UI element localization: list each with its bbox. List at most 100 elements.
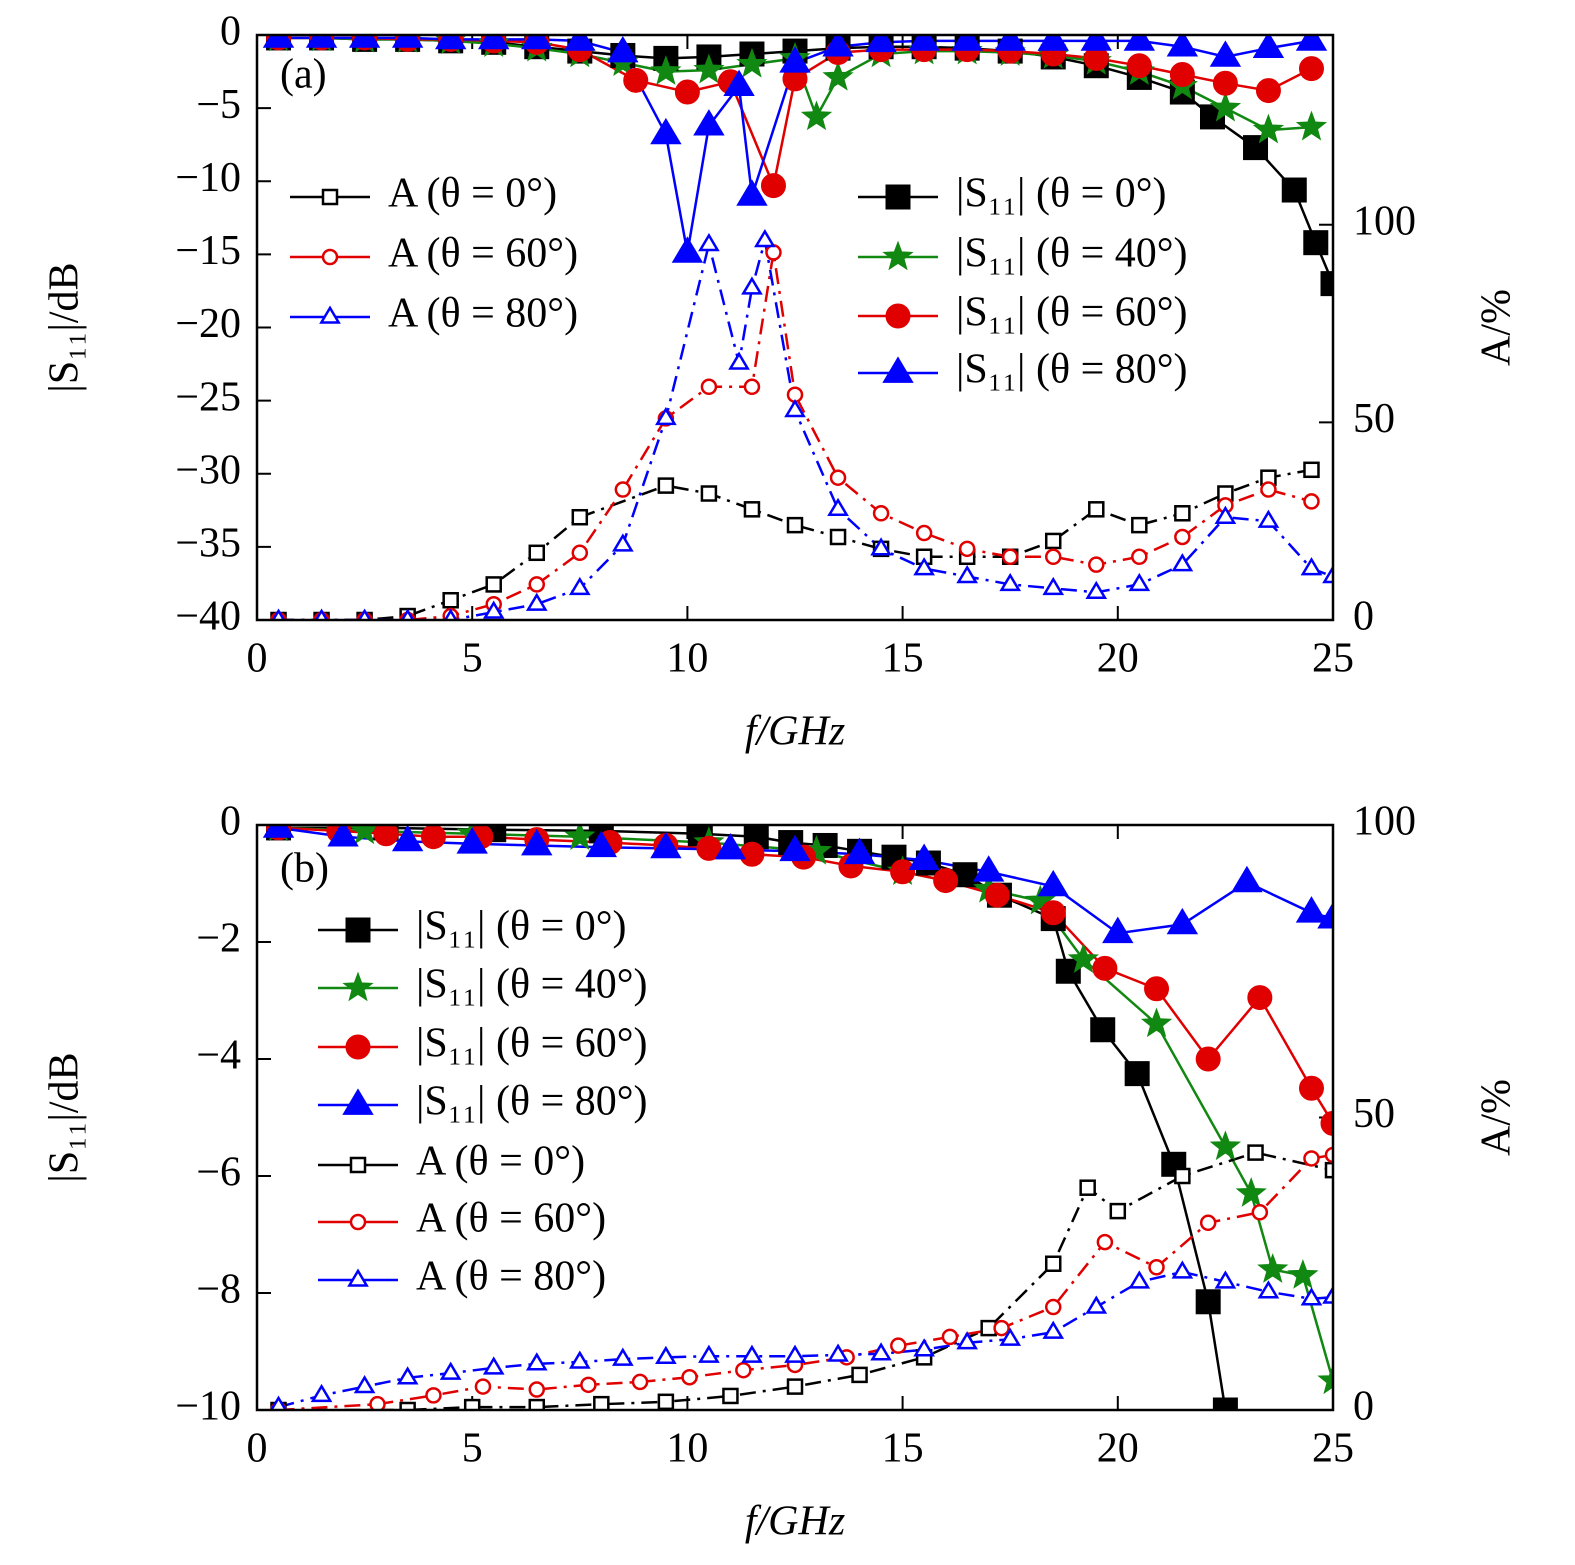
marker xyxy=(399,1401,416,1410)
marker xyxy=(1079,1179,1096,1196)
marker xyxy=(369,1395,386,1410)
marker xyxy=(1124,1061,1150,1087)
marker xyxy=(400,608,415,620)
marker xyxy=(528,576,546,593)
marker xyxy=(1303,493,1320,510)
marker xyxy=(1195,1046,1221,1072)
marker xyxy=(525,1352,548,1371)
marker xyxy=(1295,110,1328,141)
marker xyxy=(1252,113,1285,144)
marker xyxy=(698,1344,720,1363)
y2-tick-label: 0 xyxy=(1353,1384,1374,1430)
marker xyxy=(1037,869,1069,897)
marker xyxy=(1195,1289,1221,1315)
legend-label: |S₁₁| (θ = 0°) xyxy=(956,171,1167,217)
marker xyxy=(1067,943,1099,973)
marker xyxy=(1088,501,1105,518)
x-tick-label: 20 xyxy=(1097,1426,1139,1472)
marker xyxy=(1131,516,1148,534)
marker xyxy=(614,481,632,498)
marker xyxy=(786,1378,804,1395)
marker xyxy=(1044,532,1062,550)
marker xyxy=(521,828,553,856)
marker xyxy=(784,398,806,418)
marker xyxy=(822,60,854,91)
marker xyxy=(1212,70,1238,96)
marker xyxy=(1199,1214,1217,1232)
marker xyxy=(321,188,339,206)
marker xyxy=(571,544,589,562)
marker xyxy=(956,1331,979,1350)
marker xyxy=(1092,955,1118,981)
marker xyxy=(700,485,718,502)
marker xyxy=(1317,1364,1333,1395)
marker xyxy=(1252,35,1285,59)
marker xyxy=(913,557,935,576)
y-tick-label: −15 xyxy=(175,228,241,274)
marker xyxy=(786,516,804,534)
marker xyxy=(347,1268,369,1287)
legend-entry: |S₁₁| (θ = 0°) xyxy=(858,171,1167,217)
marker xyxy=(714,832,747,860)
series-line xyxy=(278,1270,1333,1409)
marker xyxy=(739,841,765,867)
marker xyxy=(342,971,374,1002)
y-tick-label: −30 xyxy=(175,447,241,493)
marker xyxy=(999,572,1022,592)
marker xyxy=(722,1387,739,1405)
legend-label: |S₁₁| (θ = 80°) xyxy=(956,347,1188,393)
marker xyxy=(564,825,596,850)
panel-label: (a) xyxy=(280,52,327,98)
series-line xyxy=(278,240,1333,620)
y-tick-label: −40 xyxy=(175,594,241,640)
legend-entry: |S₁₁| (θ = 60°) xyxy=(318,1021,648,1067)
marker xyxy=(607,35,639,63)
marker xyxy=(463,1398,481,1410)
marker xyxy=(1209,40,1242,67)
marker xyxy=(1171,553,1194,572)
marker xyxy=(1037,35,1069,51)
marker xyxy=(915,524,933,542)
marker xyxy=(784,1344,806,1363)
marker xyxy=(1042,1320,1065,1339)
legend-entry: A (θ = 60°) xyxy=(290,231,578,277)
marker xyxy=(1001,548,1019,566)
marker xyxy=(528,1398,546,1410)
marker xyxy=(736,179,768,206)
marker xyxy=(972,855,1005,882)
marker xyxy=(650,831,682,859)
legend-entry: |S₁₁| (θ = 40°) xyxy=(858,231,1188,277)
marker xyxy=(1166,907,1199,935)
legend-entry: A (θ = 80°) xyxy=(318,1254,606,1300)
marker xyxy=(357,608,372,620)
marker xyxy=(1212,1397,1238,1410)
marker xyxy=(655,406,677,426)
plot-frame xyxy=(255,33,1335,622)
legend-entry: |S₁₁| (θ = 60°) xyxy=(858,290,1188,336)
legend-label: A (θ = 60°) xyxy=(388,231,578,277)
marker xyxy=(908,843,940,870)
marker xyxy=(391,35,424,48)
legend-label: |S₁₁| (θ = 40°) xyxy=(416,962,648,1008)
marker xyxy=(1174,528,1191,546)
marker xyxy=(443,608,458,620)
panel: 0 5 10 15 20 250−5−10−15−20−25−30−35−40 050100… xyxy=(42,9,1520,755)
marker xyxy=(693,53,725,84)
marker xyxy=(314,608,329,620)
marker xyxy=(829,528,847,546)
marker xyxy=(345,917,371,943)
marker xyxy=(743,378,761,396)
marker xyxy=(571,508,589,526)
marker xyxy=(870,1342,892,1361)
marker xyxy=(1042,576,1065,596)
marker xyxy=(1260,481,1277,498)
marker xyxy=(342,1088,374,1115)
y-axis-label: |S₁₁|/dB xyxy=(42,262,88,392)
x-tick-label: 25 xyxy=(1312,1426,1354,1472)
marker xyxy=(1209,91,1242,122)
marker xyxy=(735,1361,752,1379)
marker xyxy=(994,35,1026,51)
legend-label: A (θ = 80°) xyxy=(388,291,578,337)
marker xyxy=(657,1393,675,1410)
